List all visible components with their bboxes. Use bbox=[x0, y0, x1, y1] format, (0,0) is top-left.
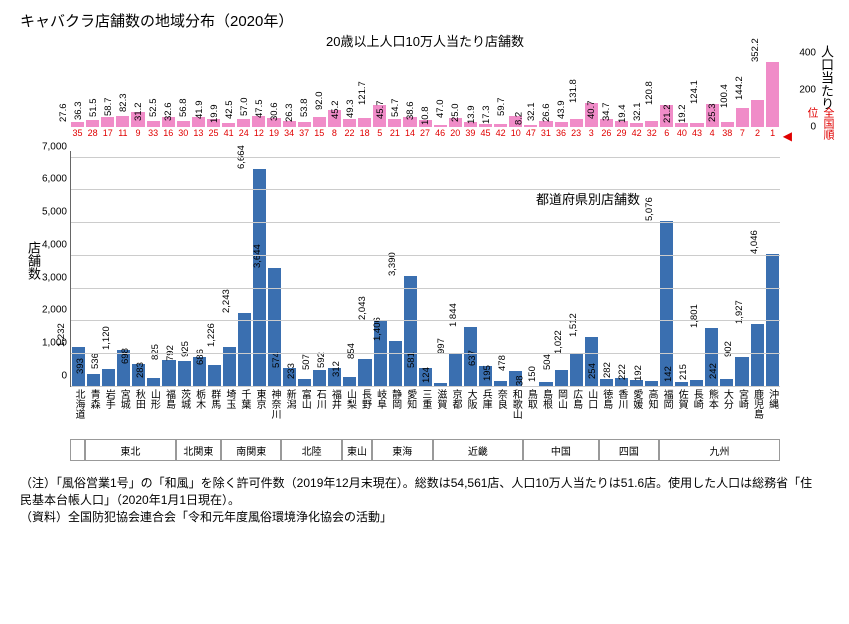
store-count-bar: 6,664東京 bbox=[253, 169, 266, 387]
store-count-bar: 854長野 bbox=[358, 359, 371, 387]
per-capita-bar: 51.517 bbox=[101, 117, 114, 127]
per-capita-bar: 27.635 bbox=[71, 122, 84, 127]
per-capita-bar: 21.240 bbox=[675, 123, 688, 127]
store-count-bar: 1,406静岡 bbox=[389, 341, 402, 387]
per-capita-bar: 32.630 bbox=[177, 121, 190, 127]
region-label: 東海 bbox=[372, 439, 432, 461]
region-label: 中国 bbox=[523, 439, 599, 461]
bot-ylabel-left: 店舗数 bbox=[24, 241, 43, 280]
region-label: 東北 bbox=[85, 439, 176, 461]
store-count-bar: 1,022広島 bbox=[570, 354, 583, 387]
store-count-bar: 792茨城 bbox=[178, 361, 191, 387]
per-capita-bar: 10.846 bbox=[434, 125, 447, 127]
per-capita-bar: 57.012 bbox=[252, 116, 265, 127]
main-title: キャバクラ店舗数の地域分布（2020年） bbox=[20, 10, 820, 31]
chart-container: キャバクラ店舗数の地域分布（2020年） 20歳以上人口10万人当たり店舗数 人… bbox=[20, 10, 820, 525]
per-capita-bar: 19.243 bbox=[690, 123, 703, 127]
store-count-bar: 686群馬 bbox=[208, 365, 221, 387]
per-capita-bar: 19.442 bbox=[630, 123, 643, 127]
per-capita-bar: 30.634 bbox=[283, 121, 296, 127]
store-count-bar: 825福島 bbox=[162, 360, 175, 387]
region-label: 東山 bbox=[342, 439, 372, 461]
top-subtitle: 20歳以上人口10万人当たり店舗数 bbox=[70, 31, 780, 50]
region-label bbox=[70, 439, 85, 461]
per-capita-bar: 26.636 bbox=[555, 122, 568, 127]
note-2: （資料）全国防犯協会連合会「令和元年度風俗環境浄化協会の活動」 bbox=[20, 509, 820, 526]
per-capita-bar: 100.47 bbox=[736, 108, 749, 127]
top-ylabel-right: 人口当たり bbox=[817, 45, 836, 110]
per-capita-bar: 144.22 bbox=[751, 100, 764, 127]
store-count-bar: 1,927鹿児島 bbox=[751, 324, 764, 387]
per-capita-bar: 42.524 bbox=[237, 119, 250, 127]
region-label: 九州 bbox=[659, 439, 780, 461]
region-label: 近畿 bbox=[433, 439, 524, 461]
note-1: （注）「風俗営業1号」の「和風」を除く許可件数（2019年12月末現在）。総数は… bbox=[20, 475, 820, 509]
per-capita-bar: 49.318 bbox=[358, 118, 371, 127]
store-count-bar: 5,076福岡 bbox=[660, 221, 673, 387]
store-count-bar: 2,243千葉 bbox=[238, 313, 251, 387]
store-count-bar: 902宮崎 bbox=[735, 357, 748, 387]
per-capita-bar: 45.721 bbox=[388, 119, 401, 127]
store-count-bar: 536岩手 bbox=[102, 369, 115, 387]
per-capita-bar: 36.328 bbox=[86, 120, 99, 127]
region-label: 南関東 bbox=[221, 439, 281, 461]
per-capita-bar: 31.233 bbox=[147, 121, 160, 127]
bottom-chart: 店舗数 都道府県別店舗数 1,232北海道393青森536岩手1,120宮城69… bbox=[70, 151, 780, 461]
region-label: 四国 bbox=[599, 439, 659, 461]
per-capita-bar: 43.923 bbox=[570, 119, 583, 127]
per-capita-bar: 17.342 bbox=[494, 124, 507, 127]
store-count-bar: 504岡山 bbox=[555, 370, 568, 387]
footnotes: （注）「風俗営業1号」の「和風」を除く許可件数（2019年12月末現在）。総数は… bbox=[20, 475, 820, 525]
per-capita-bar: 352.21 bbox=[766, 62, 779, 127]
store-count-bar: 3,644神奈川 bbox=[268, 268, 281, 387]
store-count-bar: 507石川 bbox=[313, 370, 326, 387]
top-chart: 20歳以上人口10万人当たり店舗数 人口当たり 全国順位 27.63536.32… bbox=[70, 35, 780, 145]
per-capita-bar: 32.132 bbox=[645, 121, 658, 127]
per-capita-bar: 45.222 bbox=[343, 119, 356, 127]
per-capita-bar: 8.247 bbox=[524, 125, 537, 127]
store-count-bar: 3,390愛知 bbox=[404, 276, 417, 387]
store-count-bar: 997京都 bbox=[449, 354, 462, 387]
per-capita-bar: 26.337 bbox=[298, 122, 311, 127]
per-capita-bar: 53.815 bbox=[313, 117, 326, 127]
region-label: 北関東 bbox=[176, 439, 221, 461]
rank-arrow-icon: ◀ bbox=[783, 129, 792, 143]
per-capita-bar: 19.941 bbox=[222, 123, 235, 127]
per-capita-bar: 25.338 bbox=[721, 122, 734, 127]
per-capita-bar: 13.945 bbox=[479, 124, 492, 127]
per-capita-bar: 58.711 bbox=[116, 116, 129, 127]
region-label: 北陸 bbox=[281, 439, 341, 461]
